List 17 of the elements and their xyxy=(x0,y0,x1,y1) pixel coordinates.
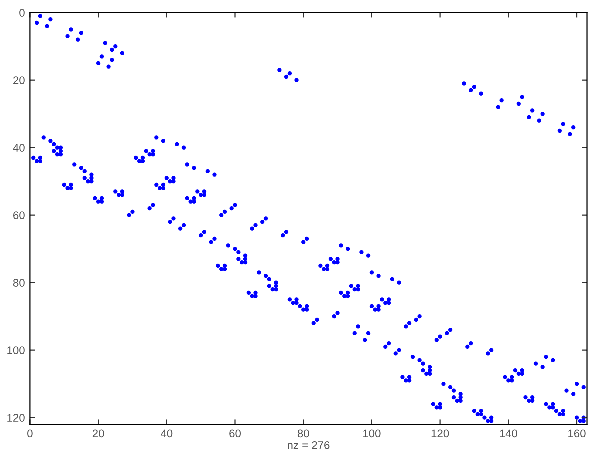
x-tick-label: 160 xyxy=(568,430,586,438)
y-tick-label: 40 xyxy=(13,144,25,152)
x-tick-label: 80 xyxy=(298,430,310,438)
y-tick-label: 100 xyxy=(8,346,25,354)
y-tick-label: 0 xyxy=(20,9,25,17)
x-tick-label: 20 xyxy=(92,430,104,438)
x-tick-label: 0 xyxy=(28,430,33,438)
y-tick-label: 80 xyxy=(13,279,25,287)
y-tick-label: 20 xyxy=(14,76,25,84)
x-tick-label: 40 xyxy=(160,430,173,438)
x-tick-label: 100 xyxy=(364,430,381,438)
x-axis-title: nz = 276 xyxy=(288,441,330,450)
x-tick-label: 140 xyxy=(500,430,518,438)
y-tick-label: 60 xyxy=(14,212,25,220)
x-tick-label: 60 xyxy=(230,430,241,438)
y-tick-label: 120 xyxy=(8,414,25,422)
x-tick-label: 120 xyxy=(432,430,450,438)
